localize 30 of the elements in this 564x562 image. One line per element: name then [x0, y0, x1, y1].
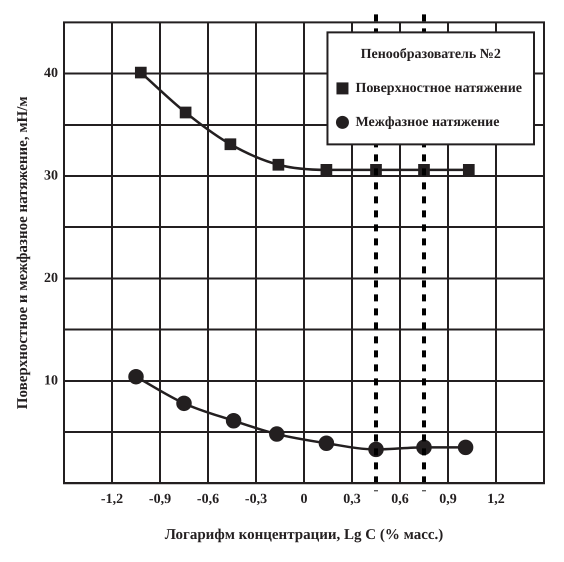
x-tick-label: 0,3	[343, 492, 361, 508]
point	[176, 396, 192, 412]
legend-title: Пенообразователь №2	[360, 47, 501, 62]
point	[180, 106, 192, 118]
y-tick-label: 30	[44, 168, 58, 184]
x-tick-label: 0,6	[391, 492, 409, 508]
point	[272, 158, 284, 171]
point	[462, 164, 475, 176]
point	[226, 412, 242, 428]
x-tick-label: -0,3	[244, 492, 268, 508]
legend-label: Поверхностное натяжение	[355, 81, 522, 96]
y-tick-label: 20	[44, 271, 58, 286]
point	[128, 368, 144, 384]
point	[320, 164, 332, 176]
x-tick-label: -0,6	[196, 492, 220, 508]
x-tick-label: 0,9	[439, 492, 457, 508]
point	[224, 138, 236, 150]
y-tick-label: 10	[44, 373, 58, 388]
y-axis-title: Поверхностное и межфазное натяжение, мН/м	[14, 96, 31, 410]
x-tick-label: 0	[300, 492, 308, 508]
point	[269, 426, 285, 442]
point	[458, 440, 474, 456]
point	[134, 66, 147, 78]
x-axis-title: Логарифм концентрации, Lg C (% масс.)	[164, 526, 444, 543]
x-tick-label: 1,2	[487, 492, 505, 508]
point	[318, 436, 334, 452]
x-tick-label: -1,2	[100, 492, 124, 508]
legend-label: Межфазное натяжение	[355, 115, 500, 130]
x-tick-label: -0,9	[148, 492, 172, 508]
y-tick-label: 40	[44, 66, 58, 82]
